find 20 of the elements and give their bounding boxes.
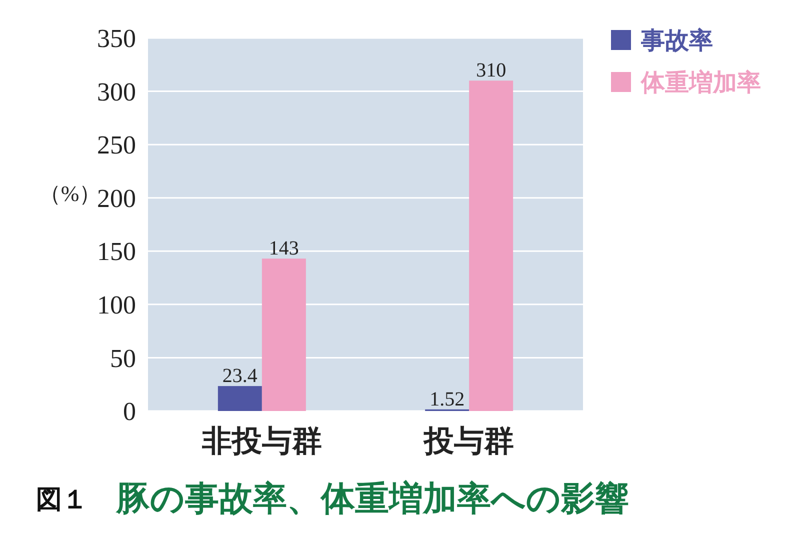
caption: 図１ (36, 485, 88, 515)
legend-label: 事故率 (640, 27, 713, 54)
data-label: 143 (268, 238, 299, 260)
y-tick-label: 50 (110, 344, 136, 373)
y-tick-label: 100 (97, 290, 136, 320)
y-tick-label: 300 (97, 77, 136, 106)
x-tick-label: 投与群 (423, 425, 514, 458)
legend-label: 体重増加率 (640, 68, 761, 96)
x-tick-label: 非投与群 (200, 425, 322, 458)
y-tick-label: 350 (97, 24, 136, 54)
bar (469, 80, 514, 411)
text: 豚の事故率、体重増加率への影響 (115, 479, 629, 518)
data-label: 1.52 (430, 388, 465, 410)
bar (262, 258, 306, 411)
data-label: 23.4 (222, 365, 258, 388)
bar (218, 386, 262, 411)
y-tick-label: 150 (97, 237, 136, 266)
data-label: 310 (476, 60, 506, 82)
y-tick-label: 0 (123, 397, 136, 426)
y-tick-label: 250 (97, 130, 136, 160)
